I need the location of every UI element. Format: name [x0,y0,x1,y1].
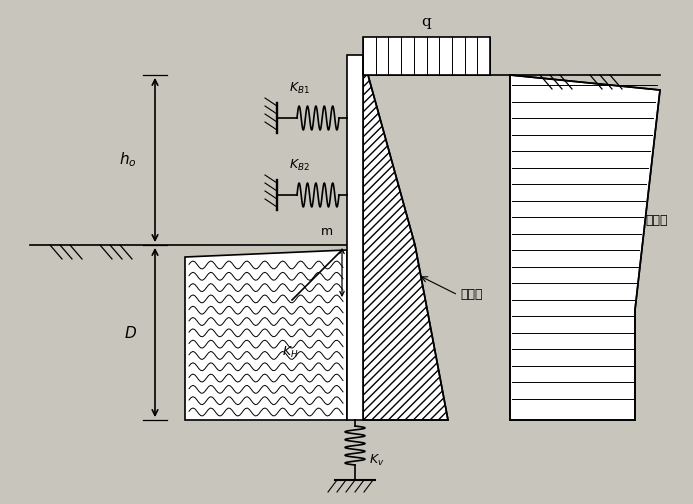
Text: 水压力: 水压力 [645,214,667,226]
Polygon shape [347,55,363,420]
Text: $h_o$: $h_o$ [119,151,137,169]
Text: m: m [321,225,333,238]
Text: q: q [421,15,431,29]
Text: $K_v$: $K_v$ [369,453,385,468]
Polygon shape [363,75,448,420]
Polygon shape [363,37,490,75]
Polygon shape [185,250,347,420]
Polygon shape [510,75,660,420]
Text: $K_{B1}$: $K_{B1}$ [288,81,310,96]
Text: 土压力: 土压力 [460,288,482,301]
Text: $K_H$: $K_H$ [282,345,298,360]
Text: z: z [354,266,360,279]
Text: $D$: $D$ [124,325,137,341]
Text: $K_{B2}$: $K_{B2}$ [288,158,309,173]
